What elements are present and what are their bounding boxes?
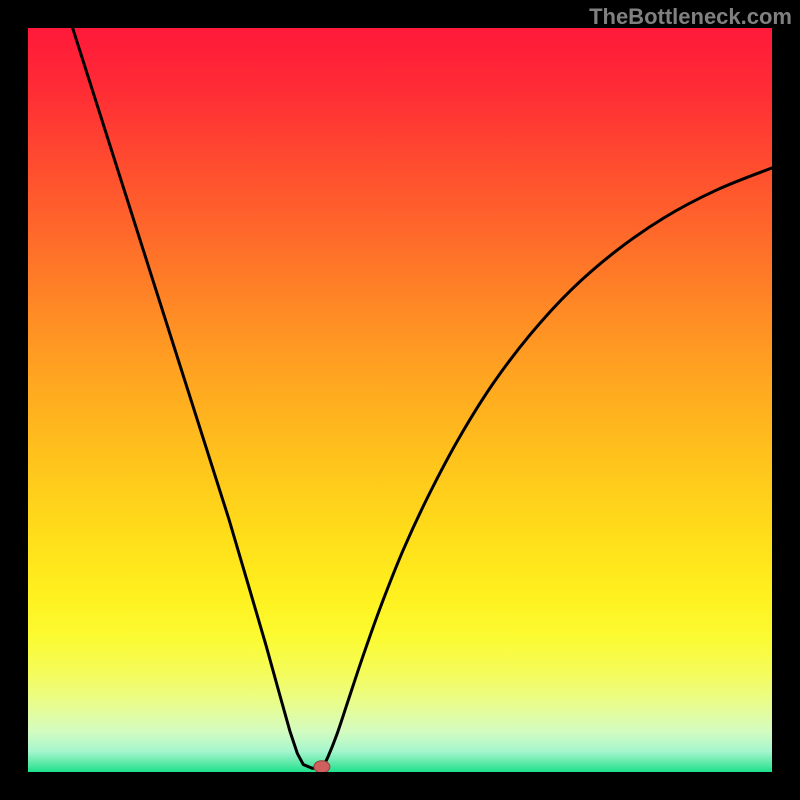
- chart-svg: [28, 28, 772, 772]
- plot-area: [28, 28, 772, 772]
- gradient-background: [28, 28, 772, 772]
- watermark-text: TheBottleneck.com: [589, 4, 792, 30]
- chart-container: TheBottleneck.com: [0, 0, 800, 800]
- minimum-marker: [314, 761, 330, 772]
